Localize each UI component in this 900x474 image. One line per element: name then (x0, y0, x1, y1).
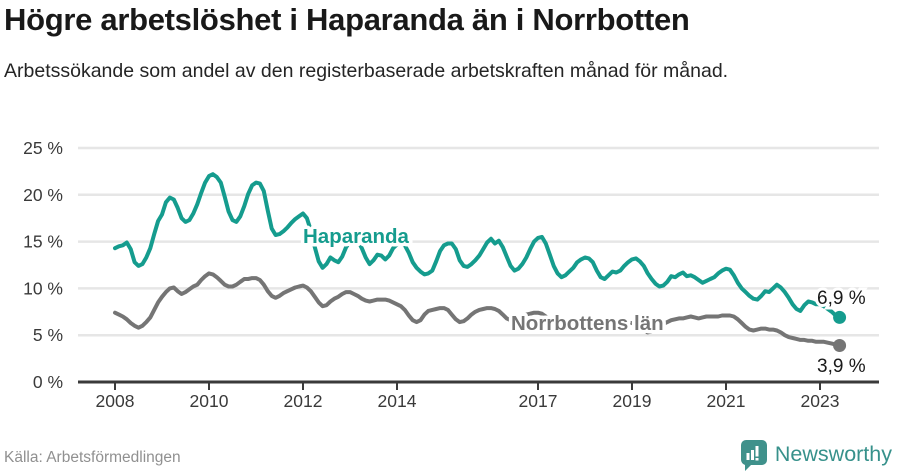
y-axis-tick-label: 10 % (23, 278, 63, 298)
series-end-dot-haparanda (833, 310, 847, 324)
bar-icon-2 (750, 450, 754, 460)
series-label-norrbotten: Norrbottens län (511, 312, 664, 335)
x-axis-tick-label: 2021 (707, 391, 746, 411)
series-line-norrbotten (113, 271, 842, 348)
source-note: Källa: Arbetsförmedlingen (4, 449, 181, 466)
x-axis-tick-label: 2010 (190, 391, 229, 411)
x-axis-tick-label: 2017 (519, 391, 558, 411)
page-title: Högre arbetslöshet i Haparanda än i Norr… (4, 2, 690, 37)
bar-icon-3 (755, 446, 759, 457)
newsworthy-wordmark: Newsworthy (774, 442, 892, 466)
y-axis-tick-label: 5 % (33, 325, 63, 345)
y-axis-tick-label: 0 % (33, 372, 63, 392)
newsworthy-badge-icon (740, 440, 767, 471)
x-axis-tick-label: 2019 (613, 391, 652, 411)
series-end-dot-norrbotten (833, 338, 847, 352)
line-chart: 25 % 20 % 15 % 10 % 5 % 0 % 2008 2010 2012 2014 20… (23, 138, 879, 411)
y-axis-tick-label: 20 % (23, 185, 63, 205)
exclamation-dot-icon (755, 458, 759, 461)
chart-subtitle: Arbetssökande som andel av den registerb… (4, 60, 729, 82)
newsworthy-logo: Newsworthy (739, 438, 892, 471)
y-axis-tick-label: 15 % (23, 232, 63, 252)
y-axis-tick-label: 25 % (23, 138, 63, 158)
x-axis-tick-label: 2012 (284, 391, 323, 411)
series-line-haparanda (113, 172, 842, 320)
series-end-value-label: 6,9 % (817, 288, 866, 309)
series-end-value-label: 3,9 % (817, 356, 866, 377)
x-axis-tick-label: 2014 (378, 391, 417, 411)
bar-icon-1 (746, 453, 750, 460)
x-axis-tick-label: 2008 (96, 391, 135, 411)
series-label-haparanda: Haparanda (303, 225, 410, 248)
x-axis-tick-label: 2023 (801, 391, 840, 411)
